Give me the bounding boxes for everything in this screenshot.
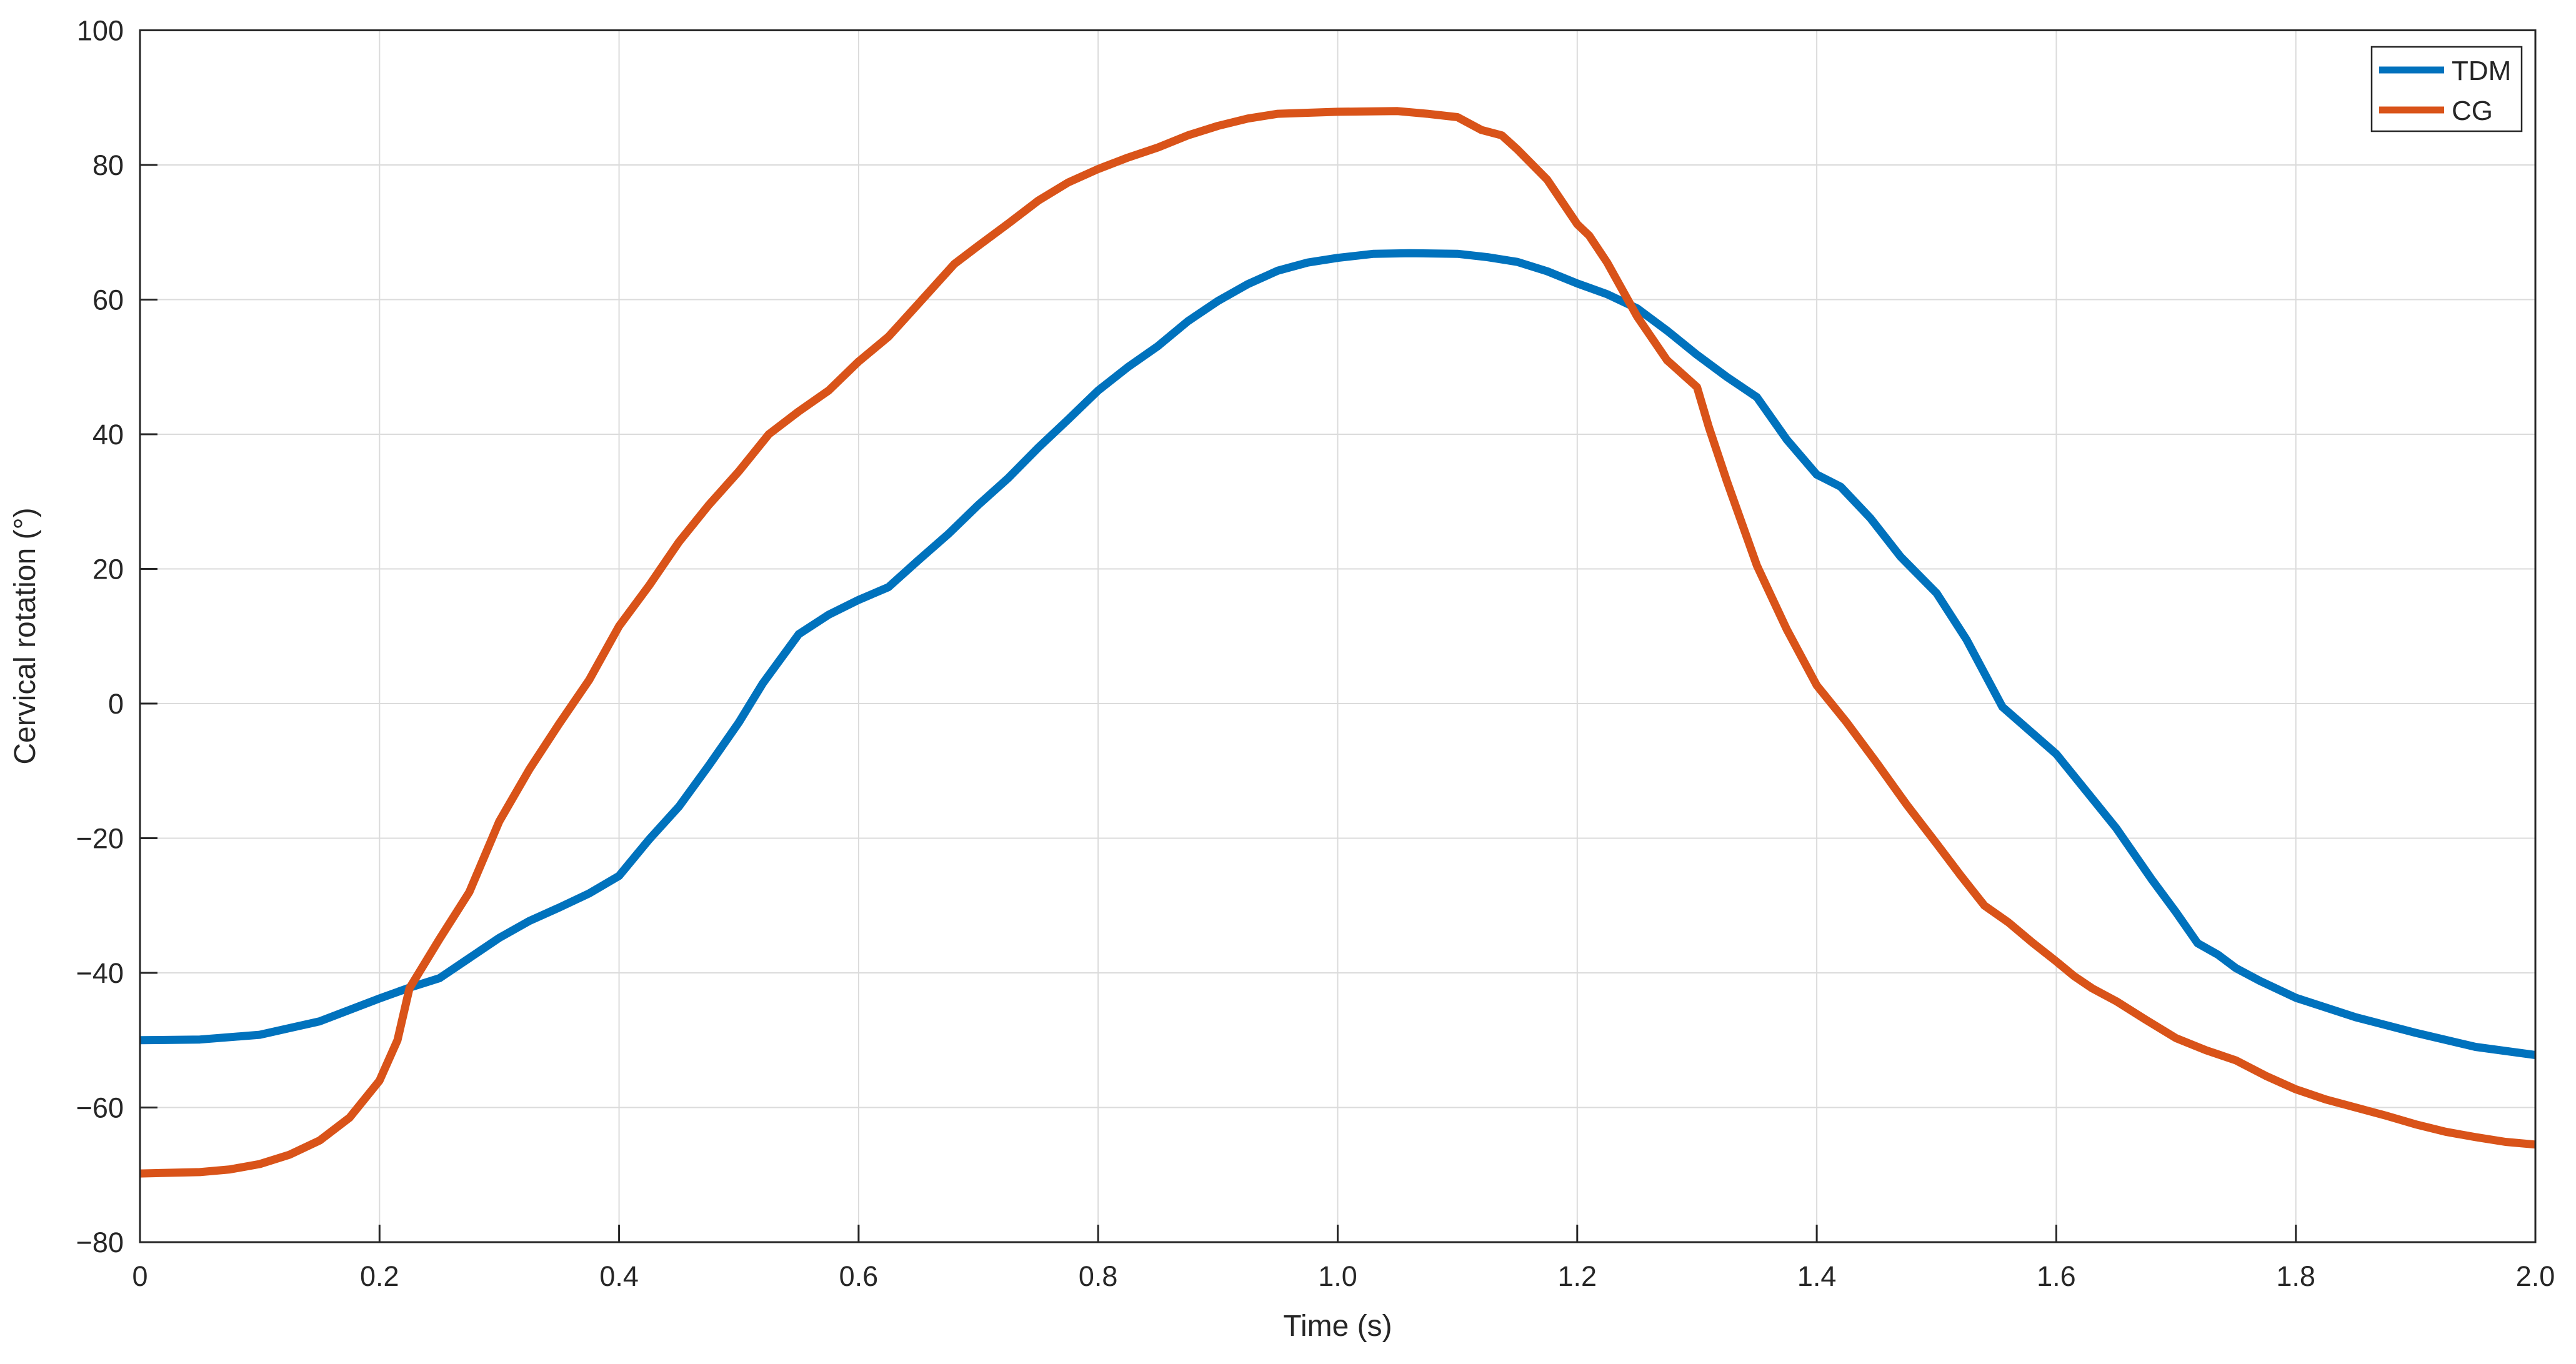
legend-label: TDM bbox=[2452, 56, 2511, 86]
y-axis-tick-label: 80 bbox=[92, 149, 124, 181]
series-line-tdm bbox=[139, 249, 2536, 1059]
x-axis-tick-label: 0 bbox=[132, 1260, 147, 1292]
x-axis-tick-label: 1.8 bbox=[2276, 1260, 2315, 1292]
x-axis-tick-label: 1.2 bbox=[1558, 1260, 1597, 1292]
x-axis-tick-label: 1.4 bbox=[1797, 1260, 1837, 1292]
y-axis-tick-label: −40 bbox=[76, 957, 124, 989]
x-axis-tick-label: 0.6 bbox=[839, 1260, 879, 1292]
y-axis-title: Cervical rotation (°) bbox=[9, 507, 42, 764]
x-axis-tick-label: 0.4 bbox=[599, 1260, 639, 1292]
y-axis-tick-label: 100 bbox=[77, 15, 124, 47]
tick-marks bbox=[139, 29, 2537, 1243]
y-axis-tick-label: −60 bbox=[76, 1092, 124, 1124]
x-axis-title: Time (s) bbox=[1283, 1310, 1392, 1343]
x-axis-tick-label: 0.2 bbox=[360, 1260, 399, 1292]
x-axis-tick-label: 1.6 bbox=[2037, 1260, 2076, 1292]
x-axis-tick-label: 1.0 bbox=[1318, 1260, 1357, 1292]
legend: TDM CG bbox=[2370, 46, 2523, 132]
legend-box bbox=[2370, 46, 2523, 132]
y-axis-tick-label: 0 bbox=[108, 688, 124, 720]
x-axis-tick-label: 2.0 bbox=[2516, 1260, 2555, 1292]
legend-label: CG bbox=[2452, 96, 2493, 126]
series-line-cg bbox=[139, 107, 2536, 1178]
legend-entry-cg: CG bbox=[2379, 96, 2493, 126]
tick-labels: 0 0.2 0.4 0.6 0.8 1.0 1.2 1.4 1.6 1.8 2.0 −80 −60 −40… bbox=[76, 15, 2555, 1293]
y-axis-tick-label: −20 bbox=[76, 823, 124, 855]
y-axis-tick-label: 40 bbox=[92, 419, 124, 451]
y-axis-tick-label: −80 bbox=[76, 1227, 124, 1258]
y-axis-tick-label: 60 bbox=[92, 284, 124, 316]
y-axis-tick-label: 20 bbox=[92, 554, 124, 585]
x-axis-tick-label: 0.8 bbox=[1079, 1260, 1118, 1292]
legend-entry-tdm: TDM bbox=[2379, 56, 2511, 86]
